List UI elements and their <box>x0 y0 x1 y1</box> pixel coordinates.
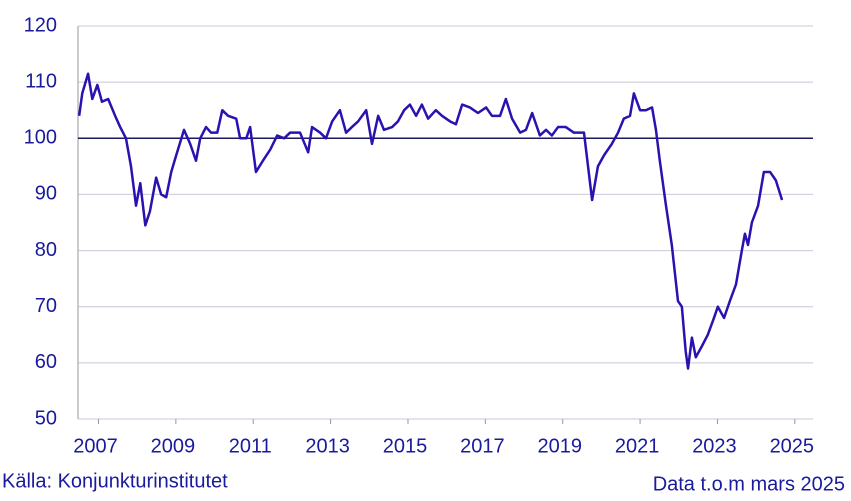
x-tick-label: 2007 <box>73 435 118 457</box>
x-tick-label: 2023 <box>692 435 737 457</box>
y-tick-label: 90 <box>35 183 57 205</box>
line <box>77 72 784 370</box>
note: Data t.o.m mars 2025 <box>653 473 845 495</box>
x-tick-label: 2009 <box>151 435 196 457</box>
y-tick-label: 110 <box>25 70 57 92</box>
x-tick-label: 2013 <box>305 435 350 457</box>
x-tick-label: 2015 <box>383 435 428 457</box>
x-tick-label: 2011 <box>229 435 272 457</box>
y-tick-label: 80 <box>35 239 57 261</box>
y-tick-label: 120 <box>24 14 57 36</box>
x-tick-label: 2019 <box>537 435 582 457</box>
y-tick-label: 50 <box>35 407 57 429</box>
x-tick-label: 2025 <box>770 435 815 457</box>
x-tick-label: 2017 <box>460 435 505 457</box>
y-tick-label: 60 <box>35 351 57 373</box>
source: Källa: Konjunkturinstitutet <box>2 470 228 492</box>
y-tick-label: 100 <box>24 127 57 149</box>
x-tick-label: 2021 <box>615 435 660 457</box>
y-tick-label: 70 <box>35 295 57 317</box>
